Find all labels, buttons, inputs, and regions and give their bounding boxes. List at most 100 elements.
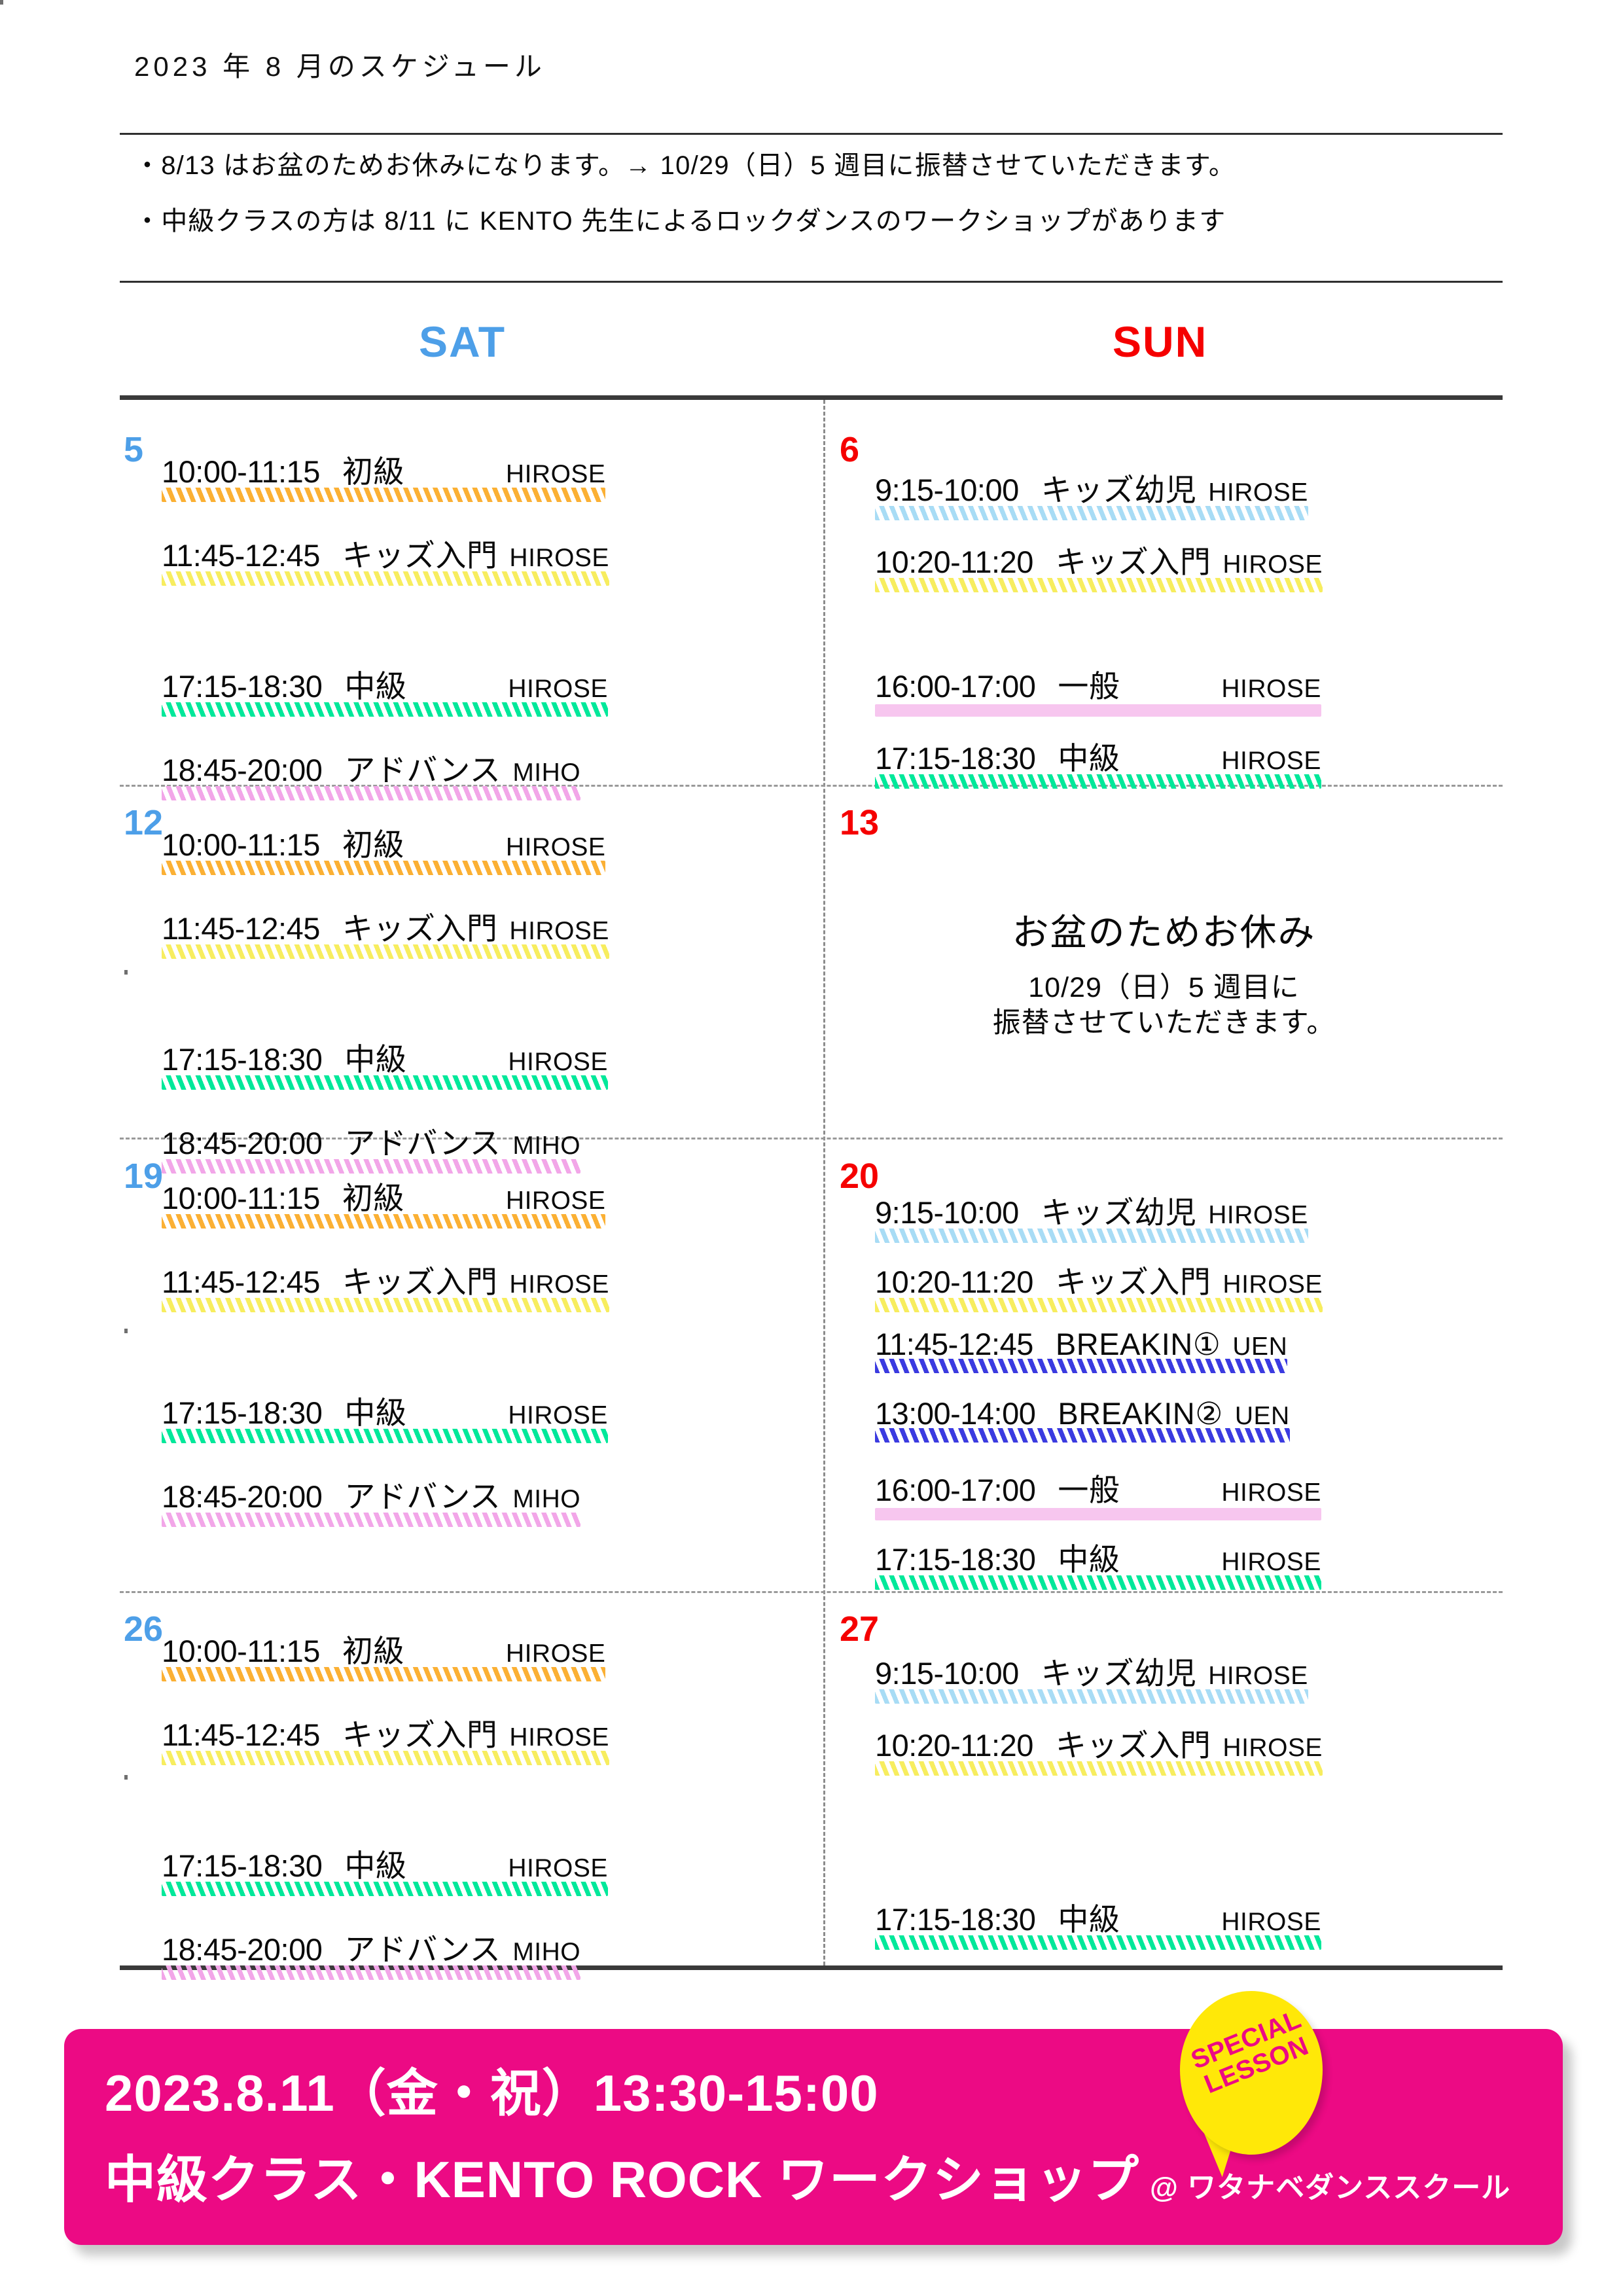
class-time: 11:45-12:45: [875, 1327, 1033, 1361]
class-name: 中級: [1058, 741, 1120, 776]
class-entry[interactable]: 13:00-14:00 BREAKIN② UEN: [875, 1395, 1290, 1443]
class-time: 11:45-12:45: [162, 911, 320, 946]
class-name: 初級: [342, 1181, 404, 1215]
day-number: 26: [124, 1609, 164, 1649]
day-number: 12: [124, 803, 164, 842]
page-title: 2023 年 8 月のスケジュール: [134, 51, 546, 82]
class-time: 17:15-18:30: [875, 741, 1036, 776]
grid-row-divider: [120, 785, 1503, 787]
class-entry[interactable]: 17:15-18:30 中級 HIROSE: [162, 1034, 608, 1090]
note-item: ・中級クラスの方は 8/11 に KENTO 先生によるロックダンスのワークショ…: [134, 207, 1226, 236]
class-instructor: HIROSE: [1221, 1479, 1321, 1507]
class-entry[interactable]: 18:45-20:00 アドバンス MIHO: [162, 745, 580, 800]
class-time: 9:15-10:00: [875, 1656, 1019, 1691]
special-lesson-banner[interactable]: 2023.8.11（金・祝）13:30-15:00 中級クラス・KENTO RO…: [64, 2029, 1563, 2245]
class-instructor: HIROSE: [509, 1723, 609, 1751]
class-instructor: HIROSE: [505, 460, 606, 488]
speech-bubble-icon: [1180, 1991, 1323, 2155]
class-entry[interactable]: 17:15-18:30 中級 HIROSE: [162, 1388, 608, 1443]
class-instructor: HIROSE: [508, 1854, 608, 1882]
class-color-marker: [875, 578, 1323, 592]
class-name: 一般: [1058, 1473, 1120, 1507]
class-time: 10:00-11:15: [162, 454, 320, 489]
class-instructor: HIROSE: [1221, 1908, 1321, 1936]
banner-date-line: 2023.8.11（金・祝）13:30-15:00: [105, 2064, 879, 2122]
class-color-marker: [875, 704, 1321, 717]
class-color-marker: [162, 1751, 609, 1765]
class-name: キッズ入門: [1055, 545, 1211, 579]
class-color-marker: [875, 1298, 1323, 1312]
class-color-marker: [162, 1214, 605, 1229]
class-entry[interactable]: 10:00-11:15 初級 HIROSE: [162, 1173, 606, 1229]
class-color-marker: [162, 786, 580, 800]
column-header-sun: SUN: [1113, 317, 1208, 366]
class-name: 中級: [344, 1395, 407, 1430]
class-color-marker: [875, 1508, 1321, 1520]
class-entry[interactable]: 11:45-12:45 キッズ入門 HIROSE: [162, 1257, 609, 1312]
class-entry[interactable]: 10:20-11:20 キッズ入門 HIROSE: [875, 1257, 1323, 1312]
class-time: 11:45-12:45: [162, 1265, 320, 1299]
class-time: 10:20-11:20: [875, 545, 1033, 579]
class-entry[interactable]: 17:15-18:30 中級 HIROSE: [875, 733, 1321, 789]
class-entry[interactable]: 9:15-10:00 キッズ幼児 HIROSE: [875, 1187, 1308, 1243]
class-entry[interactable]: 11:45-12:45 キッズ入門 HIROSE: [162, 903, 609, 959]
day-number: 19: [124, 1157, 164, 1196]
class-entry[interactable]: 16:00-17:00 一般 HIROSE: [875, 1465, 1321, 1520]
class-entry[interactable]: 17:15-18:30 中級 HIROSE: [162, 661, 608, 717]
class-entry[interactable]: 10:00-11:15 初級 HIROSE: [162, 446, 606, 502]
class-entry[interactable]: 18:45-20:00 アドバンス MIHO: [162, 1118, 581, 1174]
notes-rule-bottom: [120, 281, 1503, 283]
class-instructor: HIROSE: [1221, 1548, 1321, 1576]
class-color-marker: [162, 702, 608, 717]
class-entry[interactable]: 11:45-12:45 キッズ入門 HIROSE: [162, 1710, 609, 1765]
class-color-marker: [162, 1429, 608, 1443]
scan-artifact-dot: [124, 1329, 128, 1333]
class-color-marker: [162, 1667, 605, 1681]
notes-block: ・8/13 はお盆のためお休みになります。→ 10/29（日）5 週目に振替させ…: [134, 152, 1502, 235]
class-color-marker: [162, 488, 605, 502]
holiday-detail-line: 10/29（日）5 週目に: [1028, 972, 1300, 1003]
class-time: 17:15-18:30: [875, 1542, 1036, 1577]
class-entry[interactable]: 10:00-11:15 初級 HIROSE: [162, 1626, 605, 1681]
class-color-marker: [162, 571, 609, 586]
banner-venue: @ ワタナベダンススクール: [1150, 2172, 1511, 2204]
class-instructor: HIROSE: [508, 1048, 608, 1076]
class-entry[interactable]: 17:15-18:30 中級 HIROSE: [875, 1894, 1321, 1950]
special-lesson-badge: SPECIAL LESSON: [1180, 1991, 1323, 2179]
class-entry[interactable]: 10:20-11:20 キッズ入門 HIROSE: [875, 537, 1323, 592]
class-entry[interactable]: 11:45-12:45 キッズ入門 HIROSE: [162, 530, 609, 586]
class-instructor: MIHO: [512, 1132, 581, 1160]
class-color-marker: [162, 1159, 580, 1174]
grid-row-divider: [120, 1138, 1503, 1139]
class-entry[interactable]: 17:15-18:30 中級 HIROSE: [875, 1534, 1321, 1590]
class-instructor: UEN: [1234, 1402, 1290, 1430]
class-color-marker: [875, 1761, 1323, 1776]
class-entry[interactable]: 9:15-10:00 キッズ幼児 HIROSE: [875, 465, 1308, 520]
class-name: キッズ幼児: [1041, 1195, 1197, 1230]
holiday-detail-line: 振替させていただきます。: [992, 1007, 1336, 1039]
class-time: 18:45-20:00: [162, 1479, 323, 1514]
class-instructor: MIHO: [512, 1485, 581, 1513]
class-entry[interactable]: 10:20-11:20 キッズ入門 HIROSE: [875, 1720, 1323, 1776]
class-entry[interactable]: 10:00-11:15 初級 HIROSE: [162, 819, 605, 875]
scan-artifact-dot: [124, 970, 128, 975]
class-entry[interactable]: 16:00-17:00 一般 HIROSE: [875, 661, 1321, 717]
class-entry[interactable]: 9:15-10:00 キッズ幼児 HIROSE: [875, 1648, 1308, 1704]
class-entry[interactable]: 18:45-20:00 アドバンス MIHO: [162, 1924, 580, 1980]
class-name: キッズ入門: [1055, 1728, 1211, 1763]
grid-top-border: [120, 395, 1503, 400]
day-number: 5: [124, 430, 144, 469]
class-color-marker: [875, 1359, 1287, 1373]
class-instructor: HIROSE: [509, 1270, 609, 1299]
class-name: 中級: [1058, 1902, 1120, 1937]
class-entry[interactable]: 11:45-12:45 BREAKIN① UEN: [875, 1326, 1287, 1373]
class-entry[interactable]: 17:15-18:30 中級 HIROSE: [162, 1840, 608, 1896]
class-instructor: HIROSE: [505, 1187, 606, 1215]
class-name: キッズ入門: [1055, 1265, 1211, 1299]
class-time: 11:45-12:45: [162, 538, 320, 573]
class-instructor: HIROSE: [1221, 747, 1321, 775]
class-color-marker: [875, 1935, 1321, 1950]
class-entry[interactable]: 18:45-20:00 アドバンス MIHO: [162, 1471, 581, 1527]
holiday-detail: 10/29（日）5 週目に振替させていただきます。: [825, 971, 1503, 1041]
